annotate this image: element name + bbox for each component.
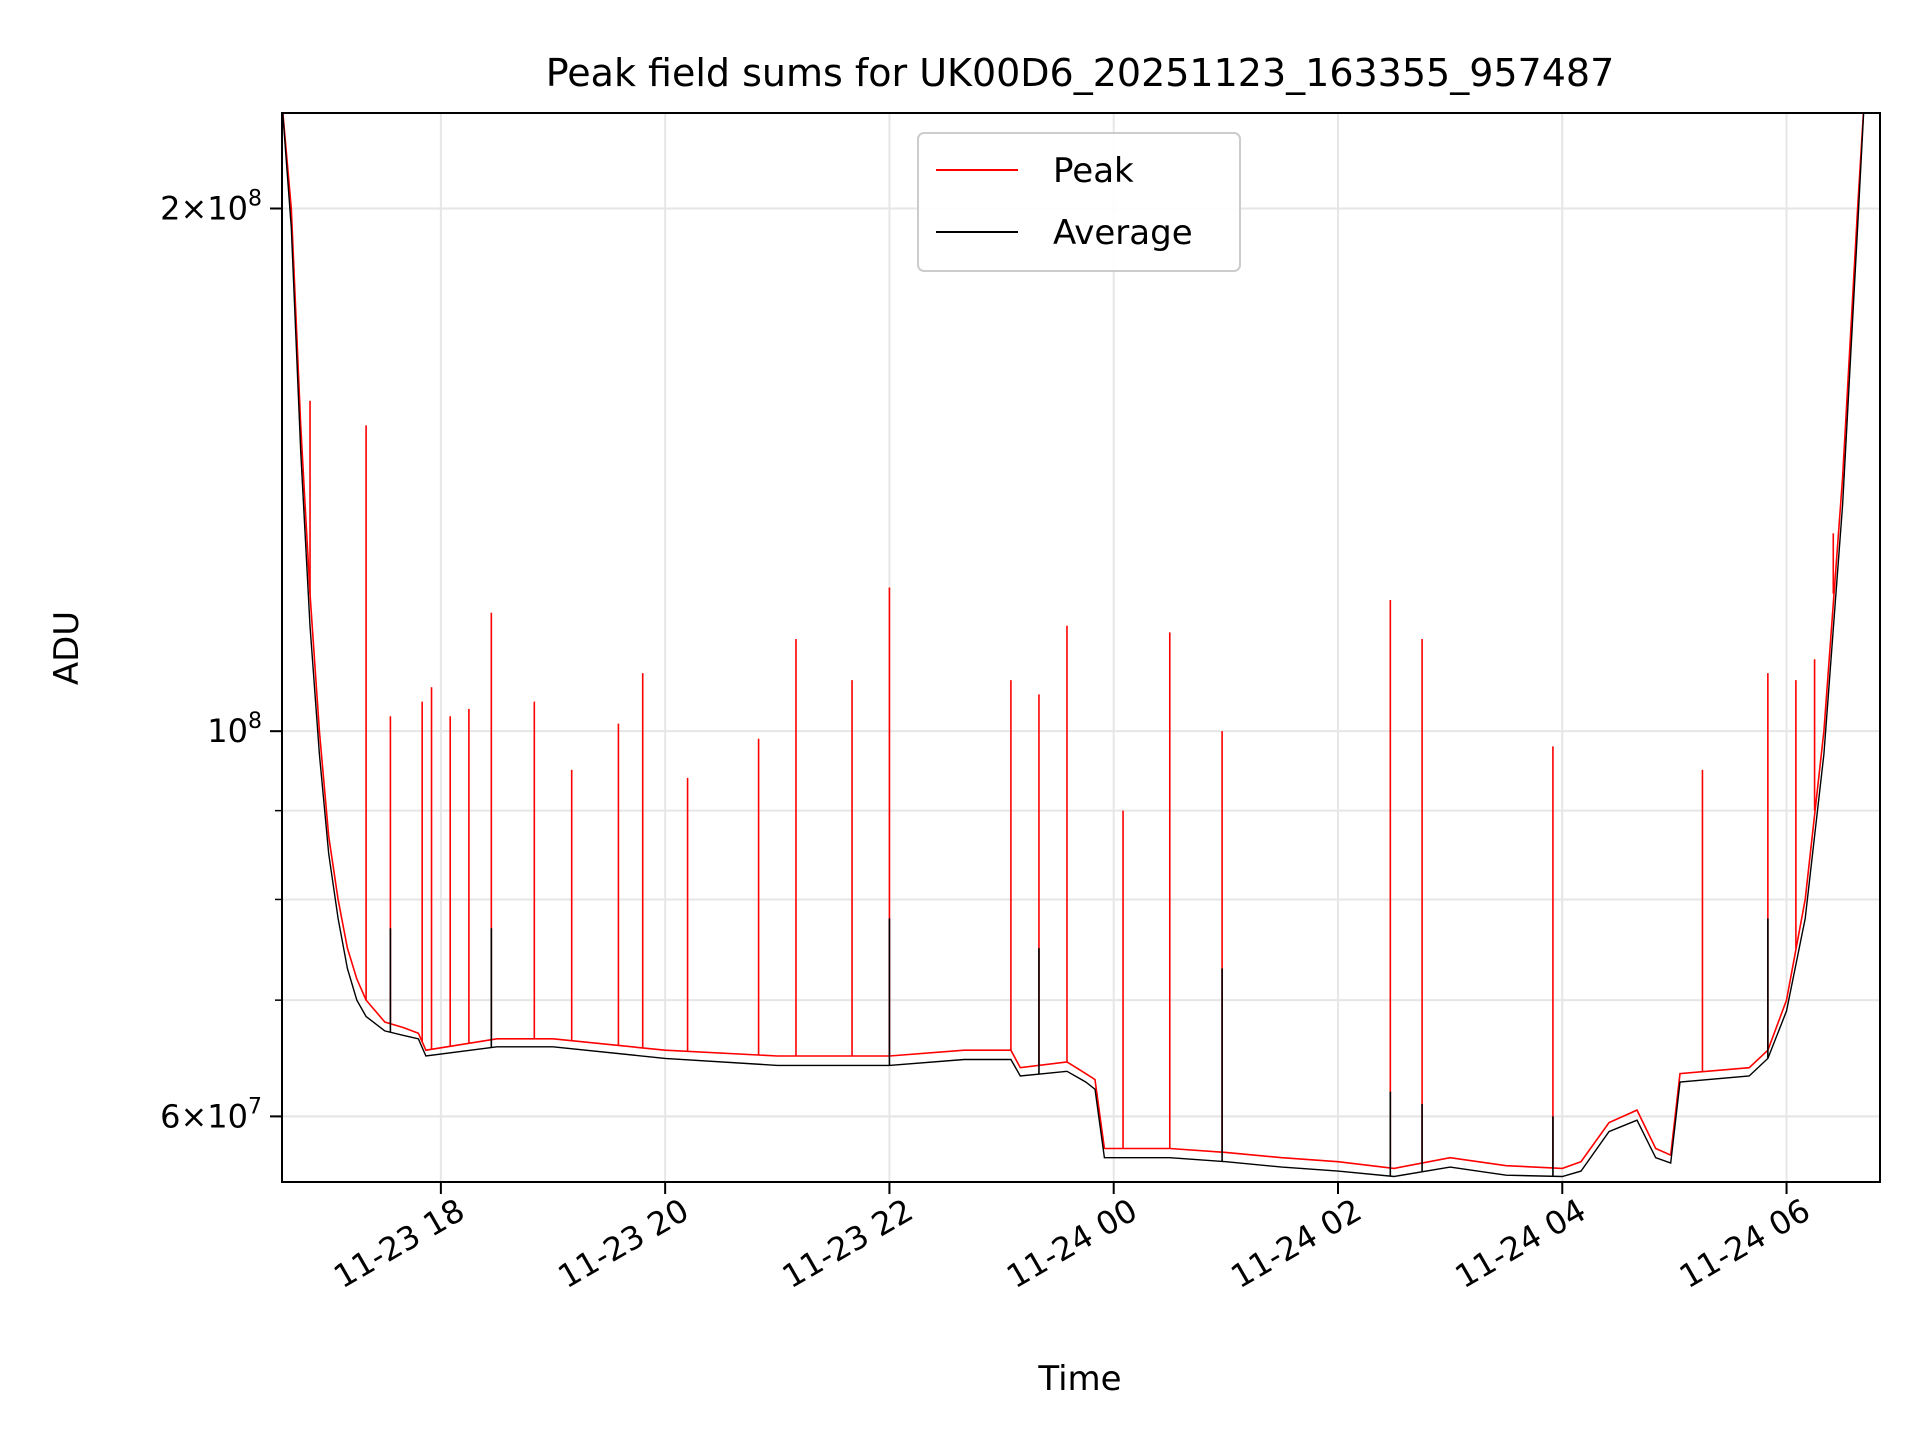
series-line-average	[282, 113, 1865, 1178]
legend-label-peak: Peak	[1053, 151, 1134, 191]
series-average	[282, 113, 1865, 1178]
series-line-peak	[282, 113, 1865, 1170]
legend: Peak Average	[917, 132, 1241, 272]
y-tick-label: 6×107	[160, 1094, 262, 1135]
y-tick-label: 108	[207, 709, 262, 750]
plot-area	[282, 113, 1865, 1178]
y-tick-label: 2×108	[160, 186, 262, 227]
chart-title: Peak field sums for UK00D6_20251123_1633…	[546, 51, 1615, 95]
series-peak	[282, 113, 1865, 1170]
legend-label-average: Average	[1053, 213, 1193, 253]
y-axis: 2×108 108 6×107	[160, 186, 282, 1135]
legend-box	[917, 132, 1241, 272]
grid	[282, 113, 1880, 1182]
x-axis-label: Time	[1037, 1359, 1121, 1399]
plot-frame	[281, 112, 1881, 1183]
y-axis-label: ADU	[47, 611, 87, 685]
